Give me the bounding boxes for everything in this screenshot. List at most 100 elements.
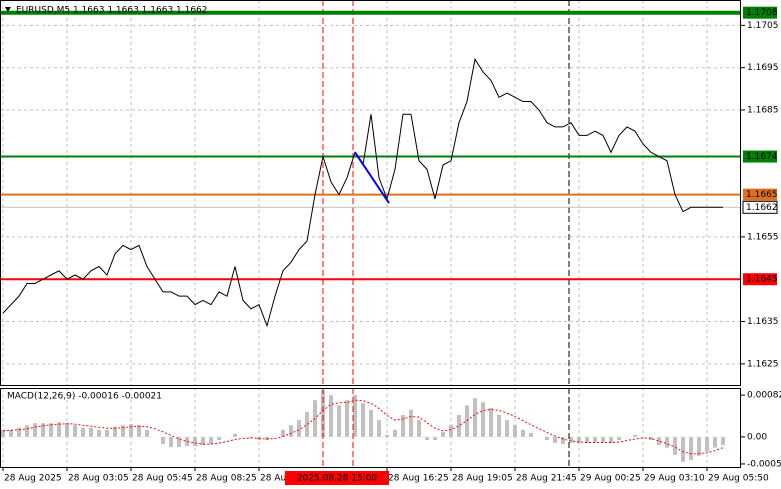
histogram-bar	[49, 423, 53, 437]
histogram-bar	[361, 403, 365, 437]
level-label: 1.1645	[746, 275, 778, 285]
histogram-bar	[337, 405, 341, 437]
histogram-bar	[481, 402, 485, 437]
x-tick-label: 28 Aug 21:45	[516, 474, 577, 484]
histogram-bar	[121, 425, 125, 437]
histogram-bar	[513, 425, 517, 437]
histogram-bar	[289, 425, 293, 437]
histogram-bar	[569, 436, 573, 444]
x-tick-label: 28 Aug 19:05	[452, 474, 513, 484]
histogram-bar	[1, 429, 5, 437]
histogram-bar	[281, 429, 285, 437]
histogram-bar	[457, 415, 461, 437]
histogram-bar	[601, 436, 605, 443]
histogram-bar	[689, 436, 693, 460]
level-label: 1.1662	[746, 203, 778, 213]
histogram-bar	[265, 436, 269, 440]
histogram-bar	[681, 436, 685, 462]
histogram-bar	[9, 429, 13, 437]
histogram-bar	[369, 409, 373, 437]
histogram-bar	[489, 407, 493, 437]
histogram-bar	[233, 433, 237, 437]
level-label-box	[743, 150, 777, 163]
histogram-bar	[169, 436, 173, 448]
histogram-bar	[577, 436, 581, 444]
histogram-bar	[217, 436, 221, 440]
histogram-bar	[633, 434, 637, 437]
histogram-bar	[89, 427, 93, 437]
histogram-bar	[321, 390, 325, 437]
histogram-bar	[57, 422, 61, 437]
histogram-bar	[193, 436, 197, 447]
histogram-bar	[665, 436, 669, 448]
histogram-bar	[425, 436, 429, 440]
time-marker-box	[285, 471, 389, 485]
histogram-bar	[497, 415, 501, 437]
histogram-bar	[209, 436, 213, 445]
histogram-bar	[657, 436, 661, 446]
histogram-bar	[73, 425, 77, 437]
macd-frame	[0, 388, 741, 468]
x-tick-label: 28 Aug 2025	[4, 474, 62, 484]
histogram-bar	[201, 436, 205, 446]
level-label: 1.1665	[746, 190, 778, 200]
level-label-box	[743, 273, 777, 286]
histogram-bar	[177, 436, 181, 448]
histogram-bar	[545, 436, 549, 440]
x-tick-label: 29 Aug 05:50	[708, 474, 769, 484]
x-tick-label: 28 Aug 03:05	[68, 474, 129, 484]
histogram-bar	[345, 400, 349, 437]
histogram-bar	[137, 425, 141, 437]
signal-line	[2, 399, 724, 455]
y-tick-label: 1.1625	[747, 359, 779, 369]
y-tick-label: -0.00053	[747, 459, 781, 469]
histogram-bar	[297, 420, 301, 437]
x-tick-label: 28 Aug 08:25	[196, 474, 257, 484]
histogram-bar	[553, 436, 557, 444]
histogram-bar	[561, 436, 565, 445]
histogram-bar	[721, 436, 725, 446]
histogram-bar	[145, 429, 149, 437]
histogram-bar	[609, 436, 613, 444]
histogram-bar	[713, 436, 717, 448]
histogram-bar	[417, 420, 421, 437]
histogram-bar	[129, 424, 133, 437]
x-tick-label: 28 Aug 16:25	[388, 474, 449, 484]
level-label-box	[743, 188, 777, 201]
y-tick-label: 1.1655	[747, 232, 779, 242]
x-tick-label: 29 Aug 03:10	[644, 474, 705, 484]
histogram-bar	[705, 436, 709, 452]
histogram-bar	[521, 429, 525, 437]
histogram-bar	[185, 436, 189, 447]
histogram-bar	[473, 398, 477, 437]
level-label: 1.1674	[746, 152, 778, 162]
histogram-bar	[329, 395, 333, 437]
histogram-bar	[505, 420, 509, 437]
histogram-bar	[697, 436, 701, 456]
histogram-bar	[393, 429, 397, 437]
histogram-bar	[409, 409, 413, 437]
histogram-bar	[105, 429, 109, 437]
histogram-bar	[593, 436, 597, 443]
histogram-bar	[649, 436, 653, 440]
histogram-bar	[97, 429, 101, 437]
trend-line	[354, 151, 390, 204]
title-icon	[5, 7, 11, 12]
histogram-bar	[65, 423, 69, 437]
histogram-bar	[449, 425, 453, 437]
histogram-bar	[585, 436, 589, 444]
y-tick-label: 1.1695	[747, 63, 779, 73]
chart-title: EURUSD,M5 1.1663 1.1663 1.1663 1.1662	[16, 6, 208, 16]
histogram-bar	[465, 405, 469, 437]
histogram-bar	[401, 415, 405, 437]
histogram-bar	[41, 423, 45, 437]
y-tick-label: 1.1685	[747, 106, 779, 116]
y-tick-label: 0.00082	[747, 391, 781, 401]
histogram-bar	[113, 426, 117, 437]
main-frame	[0, 0, 741, 386]
histogram-bar	[17, 427, 21, 437]
histogram-bar	[385, 434, 389, 437]
level-label-box	[743, 6, 777, 19]
y-tick-label: 1.1705	[747, 21, 779, 31]
histogram-bar	[25, 425, 29, 437]
